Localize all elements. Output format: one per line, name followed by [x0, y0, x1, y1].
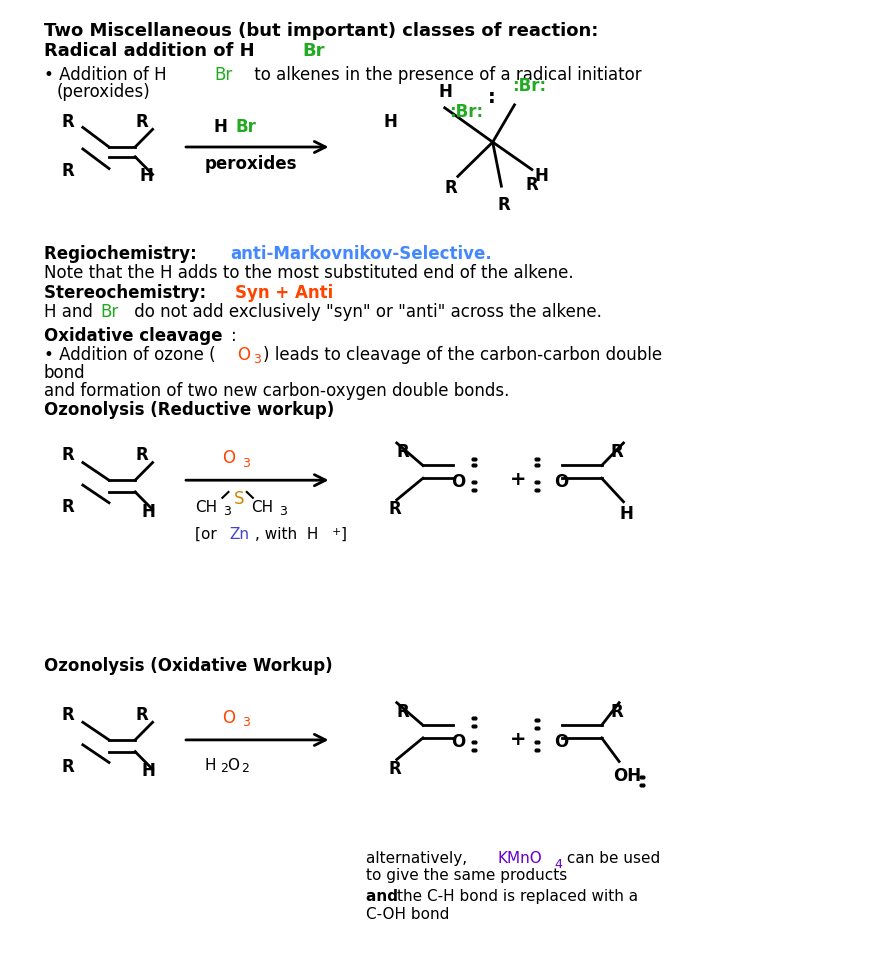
- Text: Br: Br: [235, 118, 256, 135]
- Text: CH: CH: [195, 500, 217, 514]
- Text: 3: 3: [253, 353, 261, 366]
- Text: Note that the H adds to the most substituted end of the alkene.: Note that the H adds to the most substit…: [44, 264, 573, 281]
- Text: R: R: [61, 113, 74, 130]
- Text: O: O: [451, 733, 465, 751]
- Text: Br: Br: [100, 303, 119, 320]
- Text: O: O: [222, 449, 235, 466]
- Text: R: R: [388, 760, 401, 777]
- Text: and formation of two new carbon-oxygen double bonds.: and formation of two new carbon-oxygen d…: [44, 382, 509, 400]
- Text: H: H: [384, 113, 398, 130]
- Text: Zn: Zn: [229, 527, 249, 542]
- Text: R: R: [397, 443, 410, 461]
- Text: and: and: [366, 889, 404, 904]
- Text: :: :: [488, 88, 496, 107]
- Text: Two Miscellaneous (but important) classes of reaction:: Two Miscellaneous (but important) classe…: [44, 22, 598, 39]
- Text: R: R: [610, 443, 623, 461]
- Text: R: R: [526, 176, 539, 194]
- Text: 3: 3: [279, 505, 287, 517]
- Text: :Br:: :Br:: [512, 77, 546, 95]
- Text: anti-Markovnikov-Selective.: anti-Markovnikov-Selective.: [230, 245, 492, 263]
- Text: Br: Br: [303, 42, 325, 60]
- Text: • Addition of H: • Addition of H: [44, 66, 167, 83]
- Text: Stereochemistry:: Stereochemistry:: [44, 284, 212, 302]
- Text: 3: 3: [242, 457, 250, 469]
- Text: R: R: [135, 446, 148, 464]
- Text: R: R: [61, 498, 74, 515]
- Text: the C-H bond is replaced with a: the C-H bond is replaced with a: [397, 889, 638, 904]
- Text: :Br:: :Br:: [449, 103, 483, 121]
- Text: H and: H and: [44, 303, 98, 320]
- Text: R: R: [61, 446, 74, 464]
- Text: 2: 2: [241, 762, 249, 775]
- Text: H: H: [141, 762, 155, 780]
- Text: KMnO: KMnO: [497, 851, 542, 865]
- Text: H: H: [204, 758, 215, 772]
- Text: (peroxides): (peroxides): [57, 83, 151, 101]
- Text: Radical addition of H: Radical addition of H: [44, 42, 255, 60]
- Text: do not add exclusively "syn" or "anti" across the alkene.: do not add exclusively "syn" or "anti" a…: [129, 303, 602, 320]
- Text: O: O: [237, 346, 250, 364]
- Text: bond: bond: [44, 364, 85, 381]
- Text: alternatively,: alternatively,: [366, 851, 473, 865]
- Text: Regiochemistry:: Regiochemistry:: [44, 245, 202, 263]
- Text: O: O: [554, 473, 568, 491]
- Text: R: R: [445, 179, 458, 197]
- Text: , with  H: , with H: [255, 527, 319, 542]
- Text: ) leads to cleavage of the carbon-carbon double: ) leads to cleavage of the carbon-carbon…: [263, 346, 663, 364]
- Text: R: R: [610, 703, 623, 720]
- Text: H: H: [140, 167, 153, 184]
- Text: peroxides: peroxides: [205, 155, 297, 172]
- Text: H: H: [535, 167, 548, 184]
- Text: H: H: [214, 118, 228, 135]
- Text: O: O: [554, 733, 568, 751]
- Text: H: H: [141, 503, 155, 520]
- Text: R: R: [388, 500, 401, 517]
- Text: H: H: [439, 83, 453, 101]
- Text: H: H: [619, 505, 633, 522]
- Text: Ozonolysis (Oxidative Workup): Ozonolysis (Oxidative Workup): [44, 657, 332, 674]
- Text: Syn + Anti: Syn + Anti: [235, 284, 334, 302]
- Text: 2: 2: [220, 762, 228, 775]
- Text: to give the same products: to give the same products: [366, 868, 568, 883]
- Text: S: S: [234, 490, 244, 508]
- Text: O: O: [451, 473, 465, 491]
- Text: 4: 4: [555, 858, 562, 870]
- Text: R: R: [397, 703, 410, 720]
- Text: R: R: [135, 113, 148, 130]
- Text: 3: 3: [223, 505, 231, 517]
- Text: Br: Br: [215, 66, 233, 83]
- Text: to alkenes in the presence of a radical initiator: to alkenes in the presence of a radical …: [249, 66, 642, 83]
- Text: can be used: can be used: [562, 851, 661, 865]
- Text: O: O: [227, 758, 239, 772]
- Text: R: R: [61, 162, 74, 179]
- Text: • Addition of ozone (: • Addition of ozone (: [44, 346, 215, 364]
- Text: :: :: [231, 327, 237, 345]
- Text: R: R: [61, 758, 74, 775]
- Text: +: +: [510, 730, 527, 749]
- Text: OH: OH: [613, 767, 641, 785]
- Text: R: R: [61, 706, 74, 723]
- Text: +: +: [332, 527, 342, 537]
- Text: Oxidative cleavage: Oxidative cleavage: [44, 327, 222, 345]
- Text: R: R: [497, 196, 510, 214]
- Text: Ozonolysis (Reductive workup): Ozonolysis (Reductive workup): [44, 401, 334, 418]
- Text: ]: ]: [340, 527, 346, 542]
- Text: CH: CH: [251, 500, 273, 514]
- Text: 3: 3: [242, 716, 250, 729]
- Text: R: R: [135, 706, 148, 723]
- Text: C-OH bond: C-OH bond: [366, 906, 450, 921]
- Text: [or: [or: [195, 527, 222, 542]
- Text: O: O: [222, 709, 235, 726]
- Text: +: +: [510, 470, 527, 489]
